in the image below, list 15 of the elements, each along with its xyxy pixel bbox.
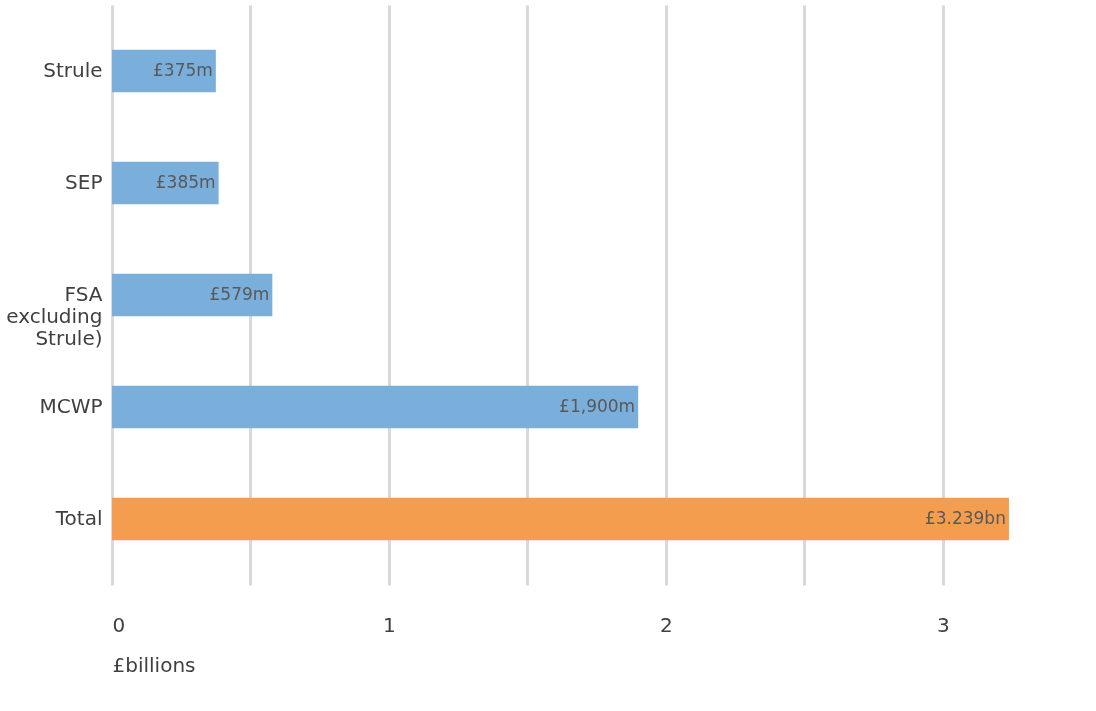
annotation: £1,900m [559, 395, 636, 416]
x-tick-label: 3 [936, 612, 950, 637]
y-tick-label: Strule [43, 58, 103, 83]
x-axis-title: £billions [112, 652, 196, 677]
y-tick-label: MCWP [39, 393, 103, 418]
annotation: £385m [155, 172, 216, 193]
annotation: £579m [209, 284, 270, 304]
x-tick-label: 0 [112, 612, 126, 637]
annotation: £3.239bn [924, 507, 1006, 528]
x-tick-label: 1 [383, 612, 396, 637]
y-tick-label: SEP [65, 170, 103, 195]
y-tick-label: FSA excluding Strule) [6, 282, 103, 350]
annotation: £375m [153, 60, 213, 81]
y-tick-label: Total [54, 505, 103, 530]
x-tick-label: 2 [659, 612, 673, 637]
